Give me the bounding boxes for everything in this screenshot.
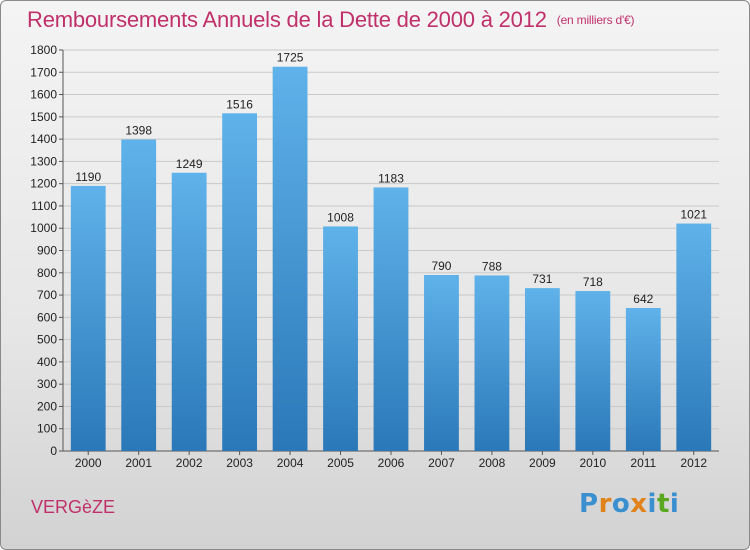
y-tick-label: 400 [37,355,57,369]
value-labels: 1190 1398 1249 1516 1725 1008 1183 790 788 731 718… [75,51,707,306]
x-tick-label: 2007 [428,456,455,470]
bar [474,275,510,451]
logo-letter: t [656,489,670,519]
proxiti-logo: Proxiti [579,489,679,519]
bar [121,139,157,451]
y-tick-label: 1400 [30,132,57,146]
bar [171,172,207,451]
bar [373,187,409,451]
x-tick-label: 2008 [479,456,506,470]
x-tick-label: 2011 [630,456,656,470]
x-tick-label: 2002 [176,456,203,470]
chart-title: Remboursements Annuels de la Dette de 20… [27,7,635,33]
bar [222,113,258,451]
logo-letter: x [630,489,648,519]
value-label: 1725 [277,51,304,65]
y-tick-label: 0 [50,444,57,458]
y-tick-label: 1000 [30,221,57,235]
bar [272,66,308,451]
bar [676,223,712,451]
y-tick-label: 500 [37,333,57,347]
y-tick-label: 1600 [30,88,57,102]
value-label: 718 [583,275,603,289]
bar [625,307,661,451]
y-tick-label: 100 [37,422,57,436]
y-tick-label: 800 [37,266,57,280]
bars [70,66,712,451]
y-tick-label: 300 [37,377,57,391]
x-tick-labels: 2000 2001 2002 2003 2004 2005 2006 2007 2008 2009… [75,451,707,470]
y-tick-label: 1100 [31,199,57,213]
chart-unit: (en milliers d'€) [556,13,635,27]
x-tick-label: 2006 [378,456,405,470]
y-tick-label: 1800 [30,43,57,57]
value-label: 1008 [327,210,354,224]
bar [70,185,106,451]
chart-title-text: Remboursements Annuels de la Dette de 20… [27,7,547,32]
x-tick-label: 2001 [125,456,152,470]
value-label: 1249 [176,157,203,171]
x-tick-label: 2012 [680,456,707,470]
logo-letter: r [598,489,612,519]
x-tick-label: 2000 [75,456,102,470]
y-tick-label: 1200 [30,177,57,191]
x-tick-label: 2003 [226,456,253,470]
logo-letter: i [647,489,657,519]
value-label: 788 [482,259,502,273]
y-tick-label: 1500 [30,110,57,124]
x-tick-label: 2010 [579,456,606,470]
bar [424,275,459,451]
bar [524,288,560,451]
logo-letter: i [669,489,680,519]
x-tick-label: 2009 [529,456,556,470]
commune-name: VERGèZE [31,497,116,517]
y-tick-label: 900 [37,244,57,258]
value-label: 1516 [226,97,253,111]
value-label: 1021 [680,208,707,222]
y-tick-label: 700 [37,288,57,302]
logo-letter: P [579,489,599,519]
bar [575,291,611,451]
y-tick-label: 200 [37,399,57,413]
x-tick-label: 2004 [277,456,304,470]
value-label: 1190 [75,170,101,184]
value-label: 642 [633,292,653,306]
y-tick-label: 1300 [30,154,57,168]
logo-letter: o [611,489,631,519]
value-label: 731 [532,272,552,286]
value-label: 1398 [125,124,152,138]
x-tick-label: 2005 [327,456,354,470]
y-tick-label: 600 [37,310,57,324]
bar [323,226,358,451]
value-label: 1183 [378,171,404,185]
value-label: 790 [431,259,451,273]
y-tick-label: 1700 [30,65,57,79]
y-tick-labels: 0 100 200 300 400 500 600 700 800 900 1000 1100 1200… [30,43,57,458]
